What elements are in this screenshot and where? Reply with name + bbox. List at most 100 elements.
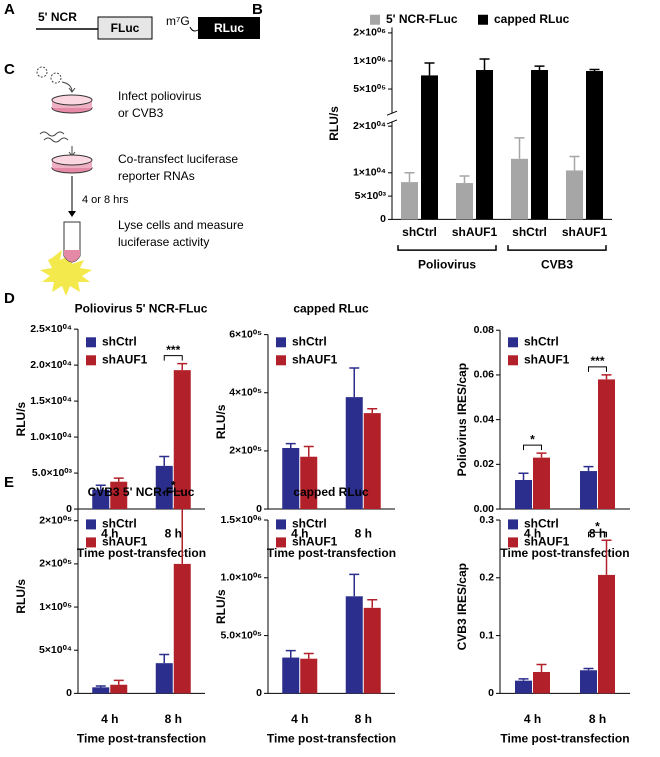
bar	[155, 663, 173, 694]
legend-swatch	[276, 337, 286, 348]
x-tick-label: 8 h	[165, 526, 182, 540]
bar	[110, 684, 128, 694]
x-tick-label: shCtrl	[402, 225, 437, 239]
step-text: or CVB3	[118, 106, 164, 120]
legend-swatch	[276, 355, 286, 366]
error-bar	[95, 685, 106, 688]
x-tick-label: 4 h	[101, 526, 118, 540]
bar	[533, 671, 550, 694]
y-tick-label: 5×10⁰³	[355, 190, 387, 202]
lysis-tube	[40, 221, 92, 296]
y-tick-label: 0	[66, 503, 72, 515]
gene-label: RLuc	[214, 21, 244, 35]
bar	[566, 170, 583, 220]
error-bar	[349, 573, 360, 597]
error-bar	[367, 599, 378, 608]
group-label: CVB3	[541, 257, 573, 271]
legend-label: shAUF1	[524, 535, 570, 549]
y-axis-label: RLU/s	[14, 401, 28, 436]
panel-label: D	[4, 290, 15, 307]
error-bar	[113, 477, 124, 482]
chart-title: capped RLuc	[293, 302, 369, 316]
error-bar	[349, 367, 360, 398]
y-tick-label: 1×10⁰⁴	[353, 167, 386, 179]
group-bracket	[397, 245, 497, 251]
dish-1	[51, 94, 93, 114]
error-bar	[424, 62, 435, 76]
error-bar	[95, 484, 106, 490]
legend-swatch	[370, 14, 380, 25]
error-bar	[459, 175, 470, 184]
step-text: Co-transfect luciferase	[118, 152, 238, 166]
y-tick-label: 0	[66, 687, 72, 699]
bar	[282, 657, 300, 694]
y-tick-label: 2×10⁰⁴	[353, 120, 386, 132]
y-tick-label: 1.0×10⁰⁴	[30, 431, 72, 443]
y-axis-label: RLU/s	[214, 589, 228, 624]
y-tick-label: 2×10⁰⁶	[353, 27, 386, 39]
legend-label: shAUF1	[292, 352, 338, 366]
error-bar	[601, 539, 612, 575]
bar	[586, 71, 603, 220]
error-bar	[303, 445, 314, 457]
y-tick-label: 0.00	[474, 503, 495, 515]
bar	[173, 563, 191, 694]
error-bar	[177, 362, 188, 371]
rluc-box	[198, 17, 260, 39]
cap-link	[189, 26, 199, 32]
y-tick-label: 5.0×10⁰⁵	[220, 629, 262, 641]
bar	[345, 397, 363, 510]
step-text: luciferase activity	[118, 235, 209, 249]
legend-swatch	[508, 355, 518, 366]
bar	[173, 370, 191, 510]
legend-label: shCtrl	[292, 517, 327, 531]
step-text: reporter RNAs	[118, 169, 195, 183]
x-tick-label: 4 h	[291, 526, 308, 540]
sig-bracket	[588, 366, 607, 372]
error-bar	[536, 452, 547, 458]
sig-label: *	[595, 519, 600, 533]
x-axis-label: Time post-transfection	[77, 732, 206, 746]
x-axis-label: Time post-transfection	[267, 546, 396, 560]
construct-label: 5' NCR	[38, 10, 77, 24]
step-text: Lyse cells and measure	[118, 218, 244, 232]
x-tick-label: 4 h	[291, 712, 308, 726]
bar	[476, 70, 493, 220]
y-tick-label: 0	[488, 687, 494, 699]
y-tick-label: 1×10⁰⁶	[353, 55, 386, 67]
arrowhead	[68, 211, 76, 217]
error-bar	[514, 137, 525, 159]
axis-break	[386, 110, 398, 125]
y-tick-label: 2.0×10⁰⁴	[30, 359, 72, 371]
sig-label: *	[530, 432, 535, 446]
bar	[580, 471, 597, 510]
x-tick-label: 8 h	[165, 712, 182, 726]
error-bar	[589, 68, 600, 72]
error-bar	[285, 442, 296, 449]
bar	[531, 70, 548, 220]
legend-label: shCtrl	[524, 517, 559, 531]
chart-title: CVB3 5' NCR-FLuc	[88, 485, 195, 499]
y-tick-label: 1.0×10⁰⁶	[221, 572, 263, 584]
y-tick-label: 0.1	[479, 629, 494, 641]
x-tick-label: shAUF1	[562, 225, 608, 239]
group-bracket	[507, 245, 607, 251]
bar	[598, 574, 615, 694]
y-axis-label: CVB3 IRES/cap	[455, 563, 469, 650]
y-tick-label: 0.06	[474, 369, 495, 381]
x-tick-label: 4 h	[524, 526, 541, 540]
legend-swatch	[276, 519, 286, 530]
y-tick-label: 2×10⁰⁵	[39, 558, 72, 570]
chart-title: capped RLuc	[293, 485, 369, 499]
bar	[598, 379, 615, 510]
panel-label: B	[252, 1, 263, 18]
legend-swatch	[508, 337, 518, 348]
error-bar	[285, 649, 296, 658]
y-tick-label: 4×10⁰⁵	[229, 387, 262, 399]
cap-label: m⁷G	[166, 14, 190, 28]
y-tick-label: 2×10⁰⁵	[39, 515, 72, 527]
error-bar	[479, 58, 490, 71]
y-tick-label: 0.2	[479, 572, 494, 584]
dish-2	[51, 154, 93, 174]
